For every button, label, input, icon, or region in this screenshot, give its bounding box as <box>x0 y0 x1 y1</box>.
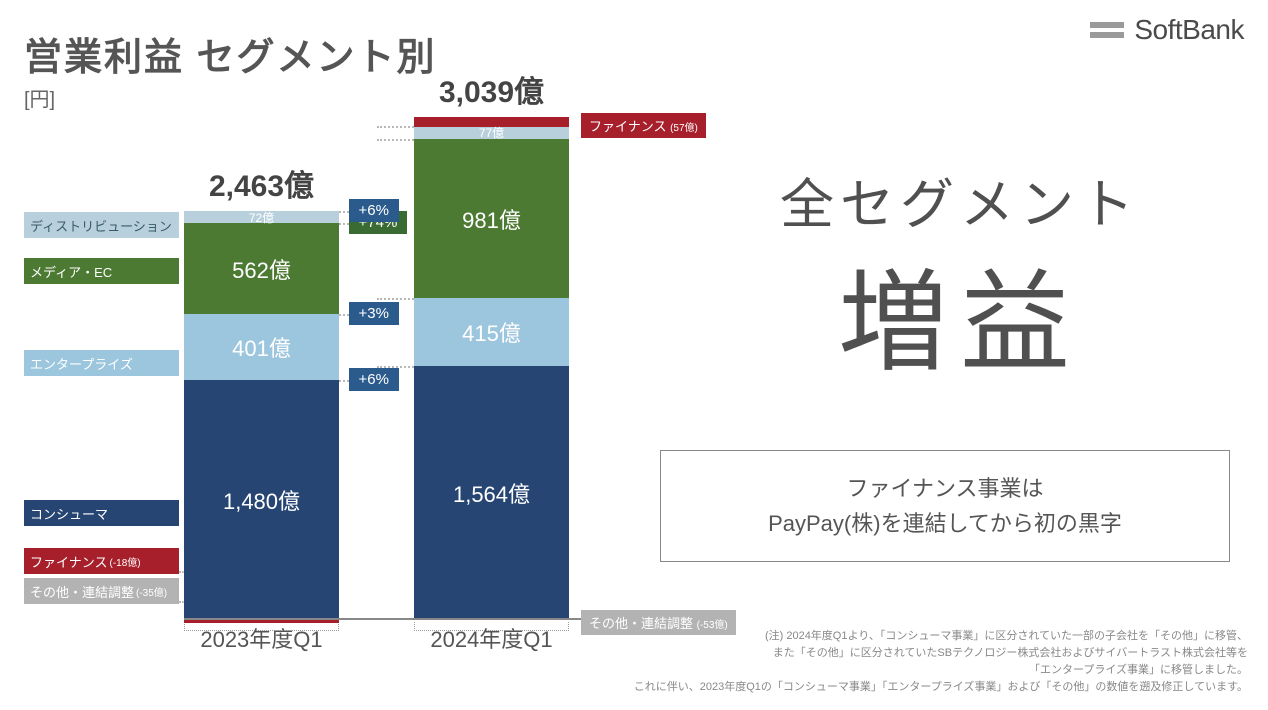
seg-c2023-media_ec: 562億 <box>184 223 339 314</box>
total-c2023: 2,463億 <box>184 161 339 205</box>
total-c2024: 3,039億 <box>414 67 569 111</box>
footnote-l1: (注) 2024年度Q1より、「コンシューマ事業」に区分されていた一部の子会社を… <box>628 628 1248 645</box>
footnote-l2: また「その他」に区分されていたSBテクノロジー株式会社およびサイバートラスト株式… <box>628 645 1248 662</box>
legend-enterprise: エンタープライズ <box>24 350 179 376</box>
headline: 全セグメント 増益 <box>690 160 1230 393</box>
title-main: 営業利益 セグメント別 <box>24 26 437 81</box>
growth-enterprise: +3% <box>349 302 399 325</box>
softbank-logo: SoftBank <box>1090 14 1244 46</box>
bar-c2023: 72億562億401億1,480億2,463億 <box>184 211 339 620</box>
seg-c2024-media_ec: 981億 <box>414 139 569 298</box>
seg-c2023-enterprise: 401億 <box>184 314 339 379</box>
logo-bars-icon <box>1090 22 1124 38</box>
note-box-line1: ファイナンス事業は <box>677 471 1213 506</box>
legend-other: その他・連結調整 (-35億) <box>24 578 179 604</box>
legend-finance: ファイナンス (-18億) <box>24 548 179 574</box>
growth-consumer: +6% <box>349 368 399 391</box>
headline-line2: 増益 <box>690 233 1230 393</box>
note-box-line2: PayPay(株)を連結してから初の黒字 <box>677 506 1213 541</box>
seg-c2024-distribution: 77億 <box>414 127 569 140</box>
seg-c2023-consumer: 1,480億 <box>184 380 339 621</box>
footnote: (注) 2024年度Q1より、「コンシューマ事業」に区分されていた一部の子会社を… <box>628 628 1248 696</box>
bar-c2024: 77億981億415億1,564億3,039億 <box>414 117 569 620</box>
logo-text: SoftBank <box>1134 14 1244 46</box>
callout-finance: ファイナンス (57億) <box>581 113 706 138</box>
growth-distribution: +6% <box>349 199 399 222</box>
seg-c2023-distribution: 72億 <box>184 211 339 223</box>
note-box: ファイナンス事業は PayPay(株)を連結してから初の黒字 <box>660 450 1230 562</box>
legend-media_ec: メディア・EC <box>24 258 179 284</box>
segment-profit-chart: ディストリビューションメディア・EC エンタープライズコンシューマファイナンス (… <box>24 100 624 660</box>
seg-c2024-enterprise: 415億 <box>414 298 569 365</box>
legend-distribution: ディストリビューション <box>24 212 179 238</box>
legend-consumer: コンシューマ <box>24 500 179 526</box>
footnote-l4: これに伴い、2023年度Q1の「コンシューマ事業」「エンタープライズ事業」および… <box>628 679 1248 696</box>
headline-line1: 全セグメント <box>690 160 1230 239</box>
slide: SoftBank 営業利益 セグメント別 [円] ディストリビューションメディア… <box>0 0 1268 710</box>
footnote-l3: 「エンタープライズ事業」に移管しました。 <box>628 662 1248 679</box>
seg-c2024-consumer: 1,564億 <box>414 366 569 620</box>
